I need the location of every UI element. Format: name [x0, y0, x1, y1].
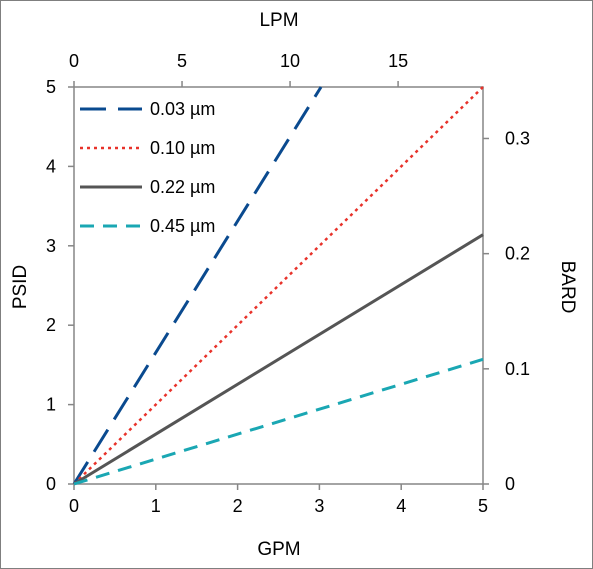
y-tick-label: 4 [46, 156, 56, 176]
y2-tick-label: 0.2 [505, 244, 530, 264]
x2-axis-title: LPM [259, 10, 298, 31]
y-tick-label: 5 [46, 77, 56, 97]
x-tick-label: 0 [69, 496, 79, 516]
legend-label-2: 0.10 µm [150, 138, 215, 158]
legend-label-4: 0.45 µm [150, 216, 215, 236]
y-tick-label: 1 [46, 395, 56, 415]
x-tick-label: 4 [396, 496, 406, 516]
legend: 0.03 µm 0.10 µm 0.22 µm 0.45 µm [80, 99, 215, 236]
series-line-3 [73, 233, 484, 486]
series-layer [72, 86, 484, 486]
y-tick-label: 2 [46, 315, 56, 335]
legend-label-3: 0.22 µm [150, 177, 215, 197]
x-tick-label: 5 [478, 496, 488, 516]
series-line-2 [73, 86, 484, 485]
series-line-1 [72, 86, 323, 485]
plot-border [73, 86, 484, 485]
series-line-4 [73, 357, 484, 486]
plot-area [68, 81, 489, 490]
y2-tick-label: 0 [505, 474, 515, 494]
x2-tick-label: 0 [69, 51, 79, 71]
x-axis-title: GPM [257, 539, 300, 560]
y-tick-label: 0 [46, 474, 56, 494]
y2-tick-label: 0.3 [505, 128, 530, 148]
y-axis-title: PSID [10, 265, 31, 309]
legend-label-1: 0.03 µm [150, 99, 215, 119]
x2-tick-label: 15 [388, 51, 408, 71]
y-tick-label: 3 [46, 236, 56, 256]
x-tick-label: 2 [233, 496, 243, 516]
x2-tick-label: 5 [177, 51, 187, 71]
x-tick-label: 1 [151, 496, 161, 516]
y2-tick-label: 0.1 [505, 359, 530, 379]
y2-axis-title: BARD [557, 261, 578, 314]
x-tick-label: 3 [314, 496, 324, 516]
x2-tick-label: 10 [280, 51, 300, 71]
